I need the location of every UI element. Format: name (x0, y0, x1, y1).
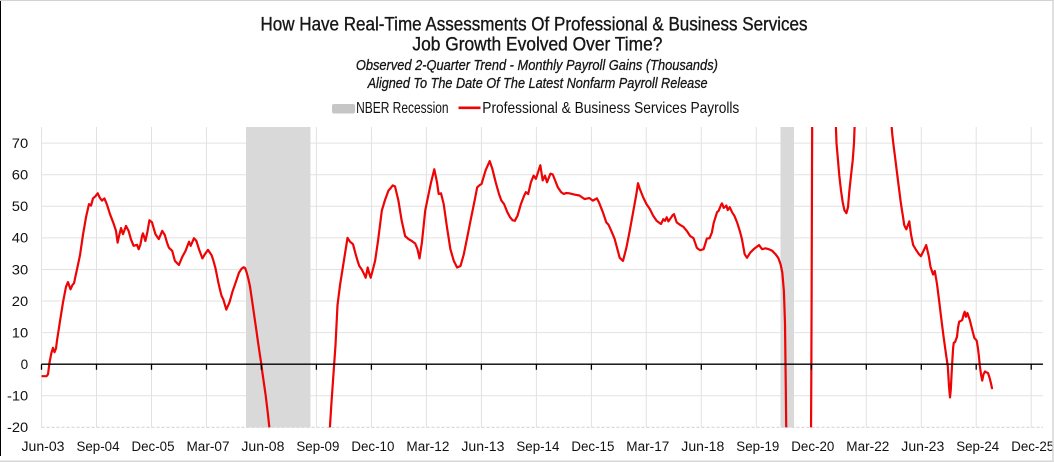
svg-text:Job Growth Evolved Over Time?: Job Growth Evolved Over Time? (412, 35, 662, 56)
svg-text:Professional & Business Servic: Professional & Business Services Payroll… (482, 100, 739, 117)
svg-text:Sep-04: Sep-04 (77, 439, 120, 454)
svg-text:Jun-18: Jun-18 (681, 439, 724, 454)
svg-text:Dec-25: Dec-25 (1011, 439, 1054, 454)
svg-text:Observed 2-Quarter Trend - Mon: Observed 2-Quarter Trend - Monthly Payro… (356, 57, 718, 74)
svg-text:-20: -20 (7, 420, 28, 435)
svg-text:Sep-09: Sep-09 (296, 439, 339, 454)
svg-text:30: 30 (12, 262, 28, 277)
svg-text:10: 10 (12, 325, 28, 340)
svg-text:Mar-12: Mar-12 (406, 439, 449, 454)
svg-text:Sep-19: Sep-19 (736, 439, 779, 454)
svg-text:-10: -10 (7, 389, 28, 404)
svg-text:60: 60 (12, 168, 28, 183)
svg-text:40: 40 (12, 231, 28, 246)
svg-text:Jun-03: Jun-03 (22, 439, 65, 454)
svg-text:Mar-22: Mar-22 (846, 439, 889, 454)
svg-text:Sep-24: Sep-24 (956, 439, 999, 454)
svg-text:Mar-07: Mar-07 (187, 439, 230, 454)
svg-text:Sep-14: Sep-14 (516, 439, 559, 454)
svg-text:Jun-08: Jun-08 (241, 439, 284, 454)
svg-text:Aligned To The Date Of The Lat: Aligned To The Date Of The Latest Nonfar… (367, 75, 708, 92)
svg-text:Dec-15: Dec-15 (571, 439, 614, 454)
svg-text:NBER Recession: NBER Recession (356, 100, 449, 117)
svg-text:20: 20 (12, 294, 28, 309)
svg-text:70: 70 (12, 136, 28, 151)
svg-text:0: 0 (21, 357, 29, 372)
svg-text:Mar-17: Mar-17 (626, 439, 669, 454)
svg-text:Jun-13: Jun-13 (461, 439, 504, 454)
svg-text:Dec-20: Dec-20 (791, 439, 834, 454)
svg-text:Jun-23: Jun-23 (901, 439, 944, 454)
svg-text:Dec-05: Dec-05 (132, 439, 175, 454)
svg-text:Dec-10: Dec-10 (351, 439, 394, 454)
svg-text:How Have Real-Time Assessments: How Have Real-Time Assessments Of Profes… (261, 15, 808, 36)
svg-text:50: 50 (12, 199, 28, 214)
